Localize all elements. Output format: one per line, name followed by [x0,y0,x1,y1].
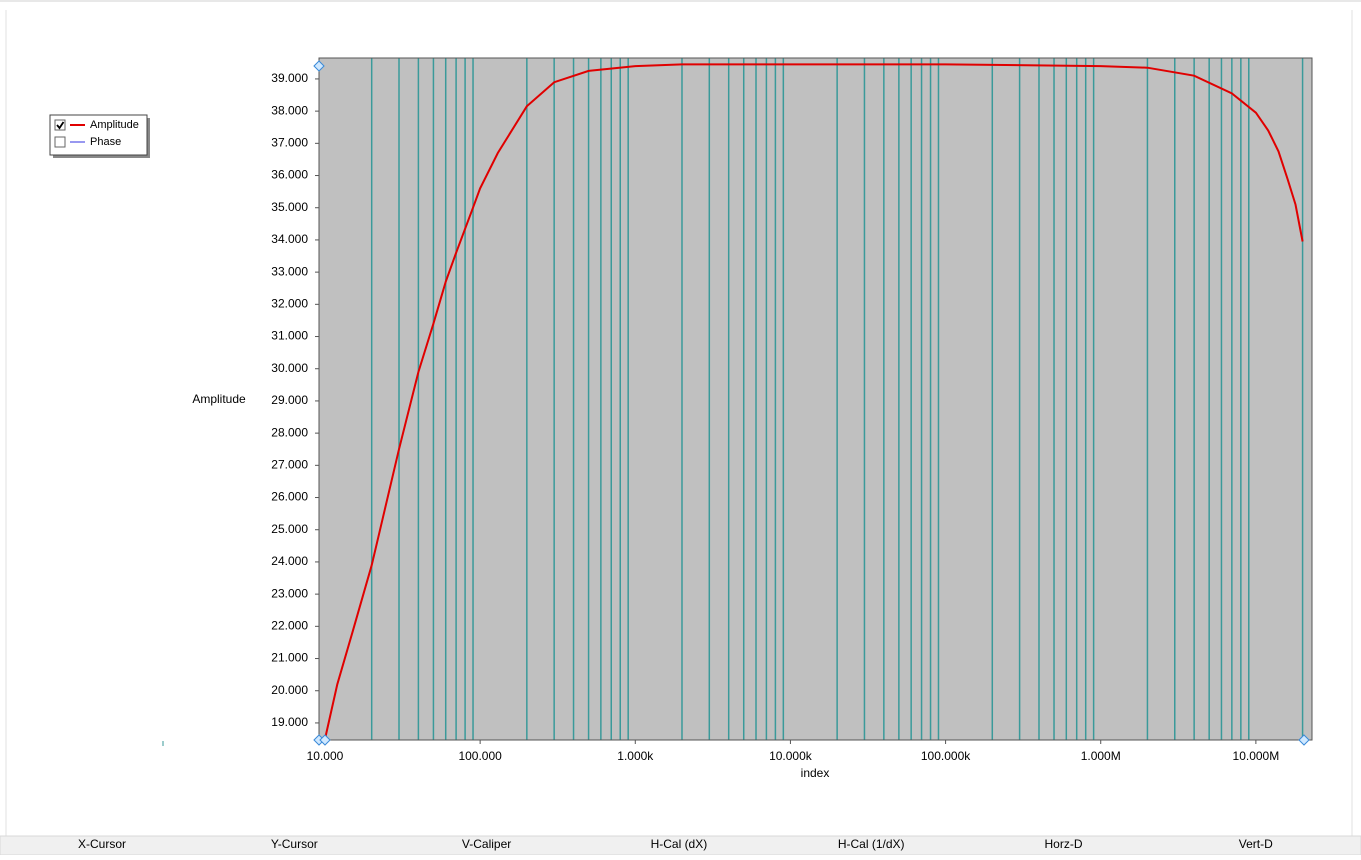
y-tick-label: 23.000 [271,586,308,600]
y-tick-label: 19.000 [271,715,308,729]
legend-label: Amplitude [90,119,139,131]
status-items: X-Cursor Y-Cursor V-Caliper H-Cal (dX) H-Cal… [78,837,1273,851]
x-tick-label: 10.000k [769,749,813,763]
series-line [324,63,1304,740]
y-tick-label: 39.000 [271,71,308,85]
y-tick-label: 26.000 [271,490,308,504]
x-tick-label: 100.000k [921,749,971,763]
x-axis-label: index [801,766,830,780]
y-tick-label: 34.000 [271,232,308,246]
plot-area [319,58,1312,740]
x-tick-label: 100.000 [458,749,502,763]
status-item[interactable]: V-Caliper [462,837,511,851]
y-tick-label: 21.000 [271,651,308,665]
y-tick-label: 38.000 [271,103,308,117]
y-tick-label: 35.000 [271,200,308,214]
y-tick-label: 33.000 [271,264,308,278]
status-item[interactable]: Vert-D [1239,837,1273,851]
y-tick-label: 25.000 [271,522,308,536]
legend-box [49,114,148,156]
legend-checkbox[interactable] [54,136,66,148]
y-tick-label: 36.000 [271,168,308,182]
cursor-handle [319,734,331,746]
y-tick-label: 28.000 [271,425,308,439]
y-tick-label: 30.000 [271,361,308,375]
y-tick-label: 37.000 [271,136,308,150]
cursor-handle [313,60,325,72]
y-tick-label: 24.000 [271,554,308,568]
x-tick-label: 10.000M [1233,749,1280,763]
status-item[interactable]: X-Cursor [78,837,126,851]
status-item[interactable]: H-Cal (1/dX) [838,837,905,851]
plot-border [318,57,1313,741]
x-tick-label: 1.000M [1081,749,1121,763]
legend-checkbox[interactable] [54,119,66,131]
cursor-handle [1298,734,1310,746]
y-tick-label: 27.000 [271,458,308,472]
y-tick-label: 22.000 [271,619,308,633]
check-mark [56,121,65,130]
status-item[interactable]: H-Cal (dX) [651,837,708,851]
y-axis-label: Amplitude [192,392,246,406]
status-item[interactable]: Y-Cursor [271,837,318,851]
y-tick-label: 31.000 [271,329,308,343]
legend-label: Phase [90,136,121,148]
x-tick-label: 10.000 [307,749,344,763]
tab-stub [131,0,189,2]
x-tick-label: 1.000k [617,749,654,763]
y-tick-label: 32.000 [271,297,308,311]
status-item[interactable]: Horz-D [1045,837,1083,851]
y-tick-label: 29.000 [271,393,308,407]
y-tick-label: 20.000 [271,683,308,697]
